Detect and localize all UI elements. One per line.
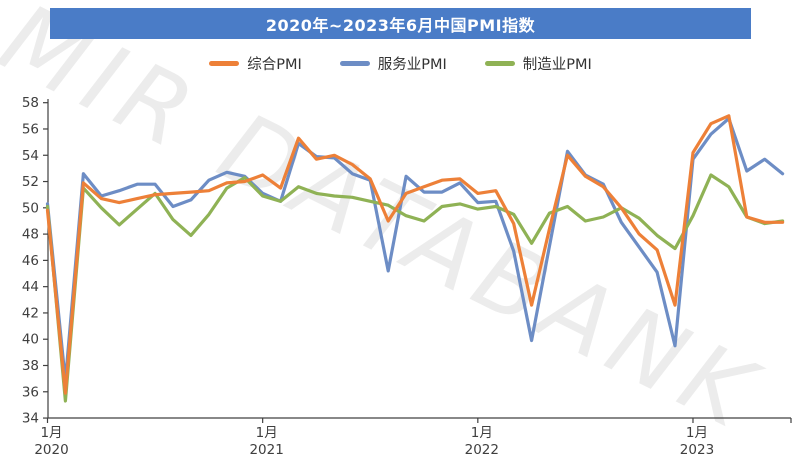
x-tick-month-label: 1月: [686, 425, 708, 441]
x-tick-year-label: 2021: [249, 442, 283, 458]
y-tick-label: 48: [22, 227, 39, 243]
y-tick-label: 40: [22, 332, 39, 348]
y-tick-label: 52: [22, 174, 39, 190]
y-tick-label: 54: [22, 148, 39, 164]
services-line-marker-icon: [339, 60, 370, 66]
y-tick-label: 44: [22, 279, 39, 295]
legend-item-services: 服务业PMI: [339, 53, 447, 74]
series-line-制造业PMI: [45, 173, 785, 403]
chart-legend: 综合PMI 服务业PMI 制造业PMI: [0, 51, 801, 75]
y-tick-label: 56: [22, 121, 39, 137]
legend-label-manufacturing: 制造业PMI: [522, 56, 592, 73]
chart-title: 2020年~2023年6月中国PMI指数: [265, 15, 536, 35]
y-tick-label: 46: [22, 253, 39, 269]
y-tick-label: 34: [22, 411, 39, 427]
y-tick-label: 36: [22, 384, 39, 400]
x-tick-year-label: 2022: [465, 442, 499, 458]
legend-item-composite: 综合PMI: [209, 53, 302, 74]
composite-line-marker-icon: [209, 60, 240, 66]
manufacturing-line-marker-icon: [484, 60, 515, 66]
legend-label-composite: 综合PMI: [247, 56, 302, 73]
chart-title-bar: 2020年~2023年6月中国PMI指数: [50, 8, 751, 39]
axis-spines: [47, 99, 791, 419]
x-tick-year-label: 2020: [34, 442, 68, 458]
series-line-综合PMI: [45, 114, 785, 395]
x-tick-month-label: 1月: [40, 425, 62, 441]
series-line-服务业PMI: [45, 116, 785, 383]
x-tick-year-label: 2023: [680, 442, 714, 458]
x-tick-month-label: 1月: [256, 425, 278, 441]
y-tick-label: 58: [22, 95, 39, 111]
legend-label-services: 服务业PMI: [377, 56, 447, 73]
x-tick-month-label: 1月: [471, 425, 493, 441]
y-tick-label: 50: [22, 200, 39, 216]
legend-item-manufacturing: 制造业PMI: [484, 53, 592, 74]
y-tick-label: 42: [22, 305, 39, 321]
y-tick-label: 38: [22, 358, 39, 374]
